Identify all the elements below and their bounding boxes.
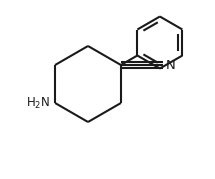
Text: H$_2$N: H$_2$N bbox=[26, 95, 50, 111]
Text: N: N bbox=[166, 59, 176, 71]
